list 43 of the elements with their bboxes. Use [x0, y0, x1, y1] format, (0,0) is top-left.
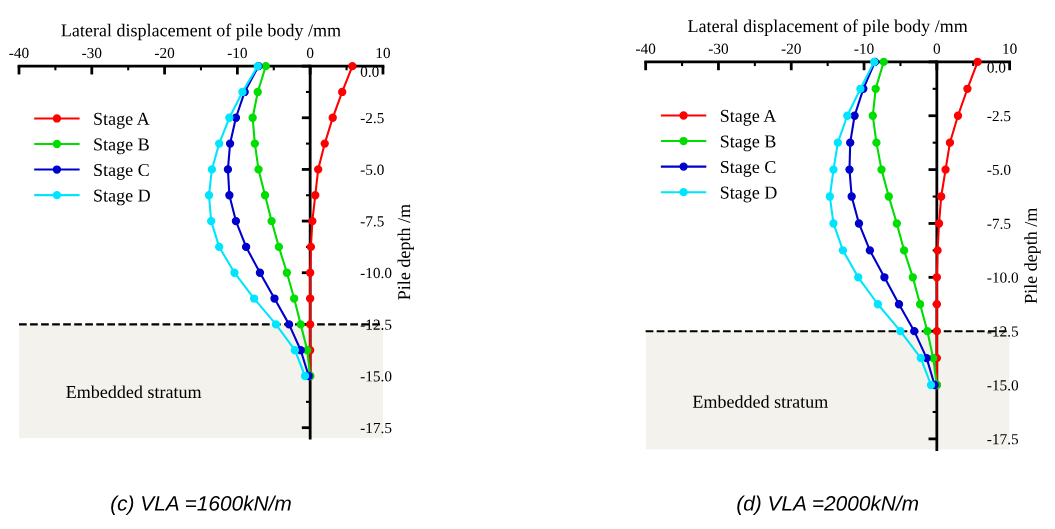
y-tick-label: -15.0	[360, 371, 392, 382]
y-tick-label: -17.5	[987, 434, 1019, 445]
y-tick-label: -2.5	[360, 112, 384, 124]
legend-label: Stage B	[94, 138, 149, 155]
legend-label: Stage D	[720, 186, 777, 203]
x-tick-label: -40	[636, 43, 656, 54]
band-label: Embedded stratum	[66, 385, 202, 399]
y-tick-label: -17.5	[360, 422, 392, 434]
y-tick-label: -15.0	[987, 380, 1019, 391]
y-tick-label: -10.0	[360, 267, 392, 279]
legend-label: Stage C	[94, 163, 149, 180]
band-label: Embedded stratum	[692, 395, 828, 408]
x-tick-label: -20	[154, 47, 175, 59]
x-tick-label: 10	[1003, 43, 1017, 54]
y-tick-label: -5.0	[987, 164, 1011, 176]
y-tick-label: -12.5	[360, 319, 392, 330]
y-tick-label: -2.5	[987, 110, 1011, 122]
x-tick-label: 0	[933, 43, 941, 54]
text: (d) VLA =2000kN/m	[737, 495, 919, 515]
x-tick-label: -20	[781, 43, 801, 54]
x-tick-label: 10	[376, 47, 391, 59]
legend-label: Stage C	[720, 160, 776, 177]
x-axis-title: Lateral displacement of pile body /mm	[688, 19, 968, 36]
legend-label: Stage A	[94, 112, 150, 129]
y-axis-title: Pile depth /m	[1024, 207, 1041, 304]
x-tick-label: -30	[82, 47, 102, 59]
y-tick-label: -10.0	[987, 272, 1019, 283]
y-axis-title: Pile depth /m	[397, 204, 414, 300]
x-tick-label: -40	[9, 47, 29, 59]
legend-label: Stage A	[720, 109, 777, 126]
x-tick-label: 0	[306, 47, 314, 59]
text: (c) VLA =1600kN/m	[111, 495, 291, 515]
x-tick-label: -30	[708, 43, 729, 54]
legend-label: Stage D	[94, 189, 150, 206]
x-tick-label: -10	[227, 47, 247, 59]
x-tick-label: -10	[854, 43, 874, 54]
y-tick-label: -7.5	[987, 218, 1011, 229]
y-tick-label: 0.0	[360, 66, 379, 77]
y-tick-label: -12.5	[987, 326, 1019, 337]
x-axis-title: Lateral displacement of pile body /mm	[61, 23, 341, 41]
y-tick-label: -5.0	[360, 164, 384, 175]
y-tick-label: -7.5	[360, 216, 384, 227]
legend-label: Stage B	[720, 135, 776, 152]
